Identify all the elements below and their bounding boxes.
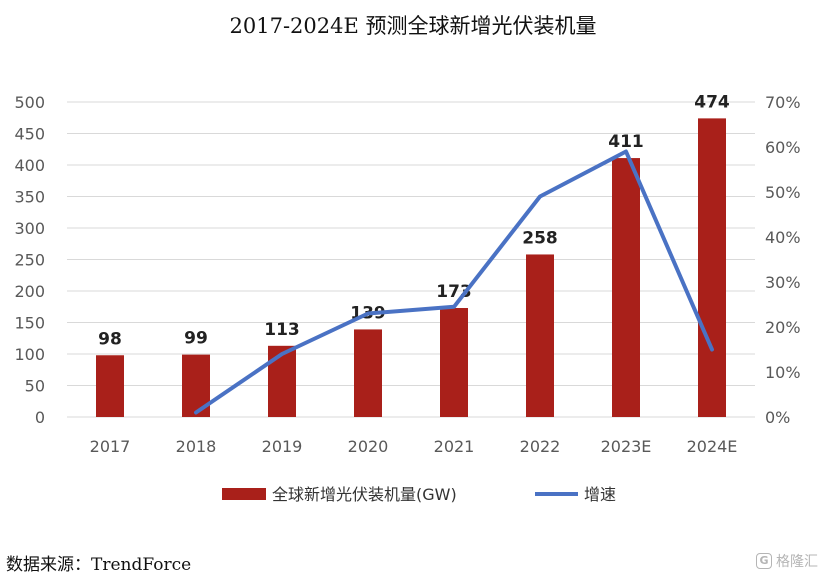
y2-tick-label: 70% xyxy=(765,93,801,112)
y-tick-label: 500 xyxy=(14,93,45,112)
bar-data-label: 98 xyxy=(98,329,122,349)
chart-title: 2017-2024E 预测全球新增光伏装机量 xyxy=(229,14,597,38)
y-tick-label: 400 xyxy=(14,156,45,175)
source-note: 数据来源：TrendForce xyxy=(6,555,192,575)
watermark-text: 格隆汇 xyxy=(776,554,818,570)
y2-tick-label: 60% xyxy=(765,138,801,157)
bar-data-label: 99 xyxy=(184,329,208,349)
bar-data-label: 474 xyxy=(694,92,730,112)
bar xyxy=(268,345,296,417)
y-tick-label: 150 xyxy=(14,314,45,333)
legend-bar-label: 全球新增光伏装机量(GW) xyxy=(272,485,457,504)
x-tick-label: 2017 xyxy=(90,437,131,456)
y2-tick-label: 40% xyxy=(765,228,801,247)
y-tick-label: 350 xyxy=(14,188,45,207)
watermark: G 格隆汇 xyxy=(756,551,818,571)
bar xyxy=(698,118,726,417)
y-tick-label: 300 xyxy=(14,219,45,238)
growth-line xyxy=(194,149,714,415)
y-tick-label: 0 xyxy=(35,408,45,427)
bar xyxy=(96,355,124,417)
x-tick-label: 2024E xyxy=(687,437,738,456)
y-tick-label: 250 xyxy=(14,251,45,270)
y-tick-label: 450 xyxy=(14,125,45,144)
bar xyxy=(440,308,468,417)
y-tick-label: 200 xyxy=(14,282,45,301)
x-tick-label: 2021 xyxy=(434,437,475,456)
y-tick-label: 50 xyxy=(25,377,45,396)
bar-data-label: 113 xyxy=(264,320,300,340)
x-tick-label: 2023E xyxy=(601,437,652,456)
y2-tick-label: 30% xyxy=(765,273,801,292)
watermark-logo-icon: G xyxy=(756,553,772,569)
y2-tick-label: 20% xyxy=(765,318,801,337)
bar-data-label: 258 xyxy=(522,228,558,248)
bar xyxy=(526,254,554,417)
y-tick-label: 100 xyxy=(14,345,45,364)
x-tick-label: 2022 xyxy=(520,437,561,456)
x-tick-label: 2019 xyxy=(262,437,303,456)
bar xyxy=(612,158,640,417)
bar-data-label: 411 xyxy=(608,132,644,152)
legend-line-label: 增速 xyxy=(584,485,616,504)
y2-tick-label: 10% xyxy=(765,363,801,382)
legend-bar-swatch xyxy=(222,488,266,500)
y2-tick-label: 50% xyxy=(765,183,801,202)
bar xyxy=(354,329,382,417)
x-tick-label: 2018 xyxy=(176,437,217,456)
x-tick-label: 2020 xyxy=(348,437,389,456)
y2-tick-label: 0% xyxy=(765,408,790,427)
